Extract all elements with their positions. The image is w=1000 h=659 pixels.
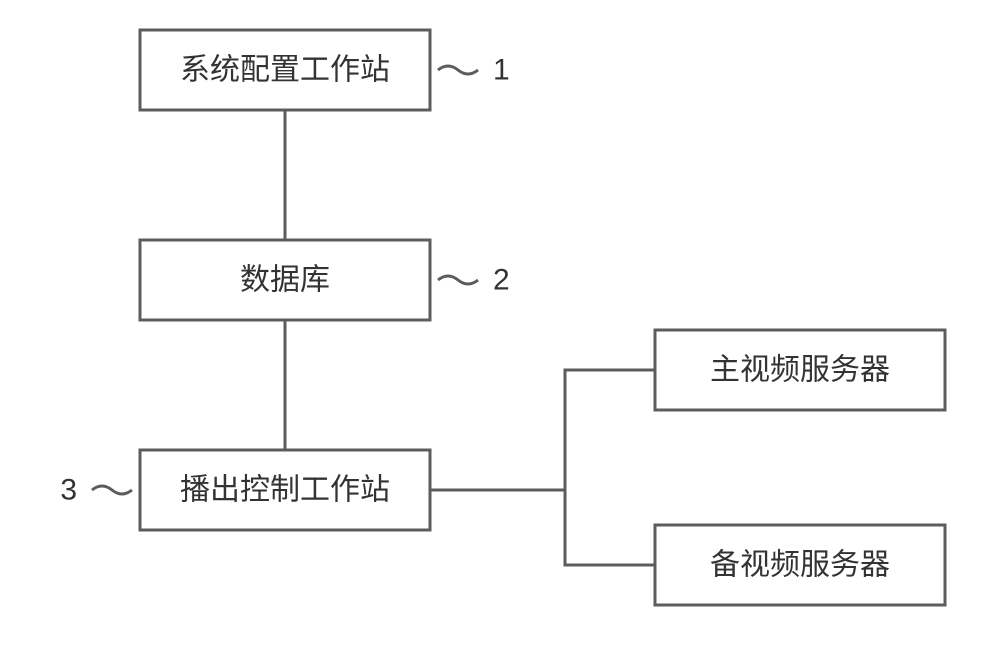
- node-n5: 备视频服务器: [655, 525, 945, 605]
- node-label: 播出控制工作站: [180, 474, 390, 507]
- node-label: 备视频服务器: [710, 549, 890, 582]
- reference-tilde: [438, 66, 478, 74]
- reference-tilde: [92, 486, 132, 494]
- node-n4: 主视频服务器: [655, 330, 945, 410]
- reference-tilde: [438, 276, 478, 284]
- node-n3: 播出控制工作站: [140, 450, 430, 530]
- reference-number: 2: [493, 264, 510, 297]
- node-label: 数据库: [240, 264, 330, 297]
- node-n1: 系统配置工作站: [140, 30, 430, 110]
- connector: [430, 370, 655, 565]
- node-label: 系统配置工作站: [180, 54, 390, 87]
- reference-number: 1: [493, 54, 510, 87]
- node-label: 主视频服务器: [710, 354, 890, 387]
- node-n2: 数据库: [140, 240, 430, 320]
- reference-number: 3: [60, 474, 77, 507]
